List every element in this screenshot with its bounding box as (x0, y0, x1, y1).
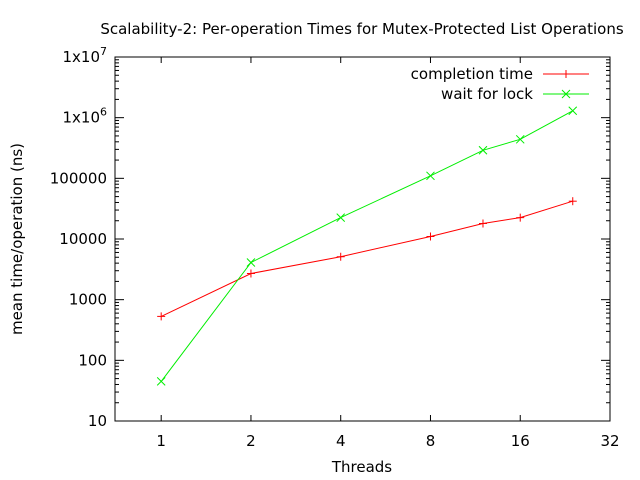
y-tick-label-exponent: 7 (100, 45, 107, 58)
series-2-point (478, 145, 488, 155)
series-1-point (246, 269, 255, 278)
chart-title: Scalability-2: Per-operation Times for M… (100, 20, 624, 38)
series-1-point (336, 252, 345, 261)
x-tick-label: 1 (156, 432, 166, 450)
x-tick-label: 32 (600, 432, 619, 450)
series-1-point (516, 213, 525, 222)
legend: completion time wait for lock (411, 65, 589, 103)
y-tick-label: 10 (88, 412, 107, 430)
x-tick-label: 16 (511, 432, 530, 450)
series-2-point (426, 171, 435, 181)
legend-label: completion time (411, 65, 533, 83)
y-tick-label: 10000 (59, 230, 107, 248)
x-axis: 1 2 4 8 16 32 (156, 57, 620, 450)
y-tick-label-base: 1x10 (62, 109, 100, 127)
y-axis-label: mean time/operation (ns) (8, 143, 26, 335)
y-tick-label: 100 (78, 351, 107, 369)
x-tick-label: 4 (336, 432, 346, 450)
x-axis-label: Threads (331, 458, 392, 476)
series-2-point (156, 377, 166, 386)
series-2-point (515, 134, 525, 144)
y-tick-label: 1000 (69, 291, 107, 309)
legend-label: wait for lock (441, 85, 533, 103)
y-tick-label-base: 100000 (50, 169, 107, 187)
series-layer (156, 106, 578, 386)
series-2-point (568, 106, 578, 116)
y-tick-label-base: 10000 (59, 230, 107, 248)
series-line-2 (160, 110, 573, 382)
series-1-point (426, 232, 435, 241)
legend-marker (562, 70, 570, 78)
y-tick-label-base: 1x10 (62, 48, 100, 66)
series-1-point (568, 197, 577, 206)
y-tick-label-exponent: 6 (100, 106, 107, 119)
y-tick-label: 1x106 (62, 106, 107, 127)
y-tick-label: 100000 (50, 169, 107, 187)
series-2-point (336, 213, 346, 222)
plot-frame (114, 56, 611, 422)
y-tick-label-base: 1000 (69, 291, 107, 309)
x-tick-label: 8 (426, 432, 436, 450)
x-tick-label: 2 (246, 432, 256, 450)
y-tick-label-base: 10 (88, 412, 107, 430)
y-tick-label-base: 100 (78, 351, 107, 369)
y-tick-label: 1x107 (62, 45, 107, 66)
legend-marker (561, 89, 571, 99)
series-1-point (478, 219, 487, 228)
series-1-point (157, 312, 166, 321)
series-2-point (246, 258, 256, 267)
